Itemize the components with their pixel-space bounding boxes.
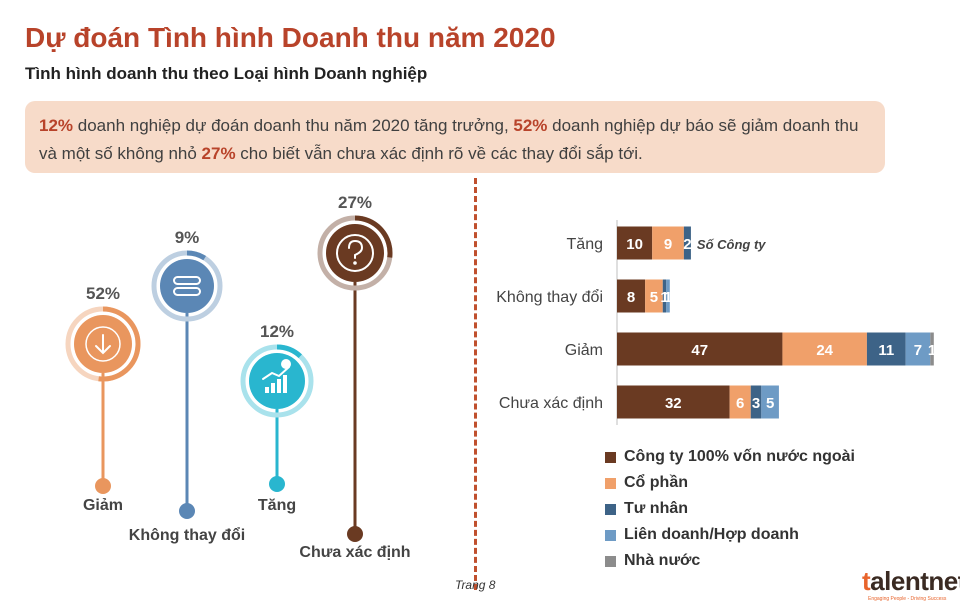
- bar-segment: [645, 279, 663, 313]
- bar-value-label: 5: [650, 289, 658, 306]
- pin-arc-9: [186, 250, 207, 261]
- bar-value-label: 1: [660, 289, 668, 306]
- bar-value-label: 10: [626, 236, 643, 253]
- bar-value-label: 2: [683, 236, 691, 253]
- legend-swatch: [605, 503, 616, 515]
- pin-category-label: Giảm: [83, 497, 123, 514]
- legend-swatch: [605, 451, 616, 463]
- pin-head: [326, 224, 384, 282]
- pin-category-label: Chưa xác định: [299, 544, 410, 561]
- legend-label: Tư nhân: [624, 500, 689, 517]
- summary-text-3: cho biết vẫn chưa xác định rõ về các tha…: [235, 144, 643, 163]
- category-label: Tăng: [567, 236, 603, 253]
- legend-item: Tư nhân: [605, 496, 855, 522]
- bar-segment: [662, 279, 667, 313]
- page-title: Dự đoán Tình hình Doanh thu năm 2020: [25, 22, 556, 53]
- pin-percent-label: 12%: [260, 322, 294, 341]
- summary-text-2: doanh nghiệp dự báo sẽ giảm doanh thu và…: [39, 116, 859, 163]
- bar-annotation: Số Công ty: [697, 237, 766, 252]
- bar-segment: [866, 332, 906, 366]
- bar-value-label: 6: [736, 395, 744, 412]
- summary-text-1: doanh nghiệp dự đoán doanh thu năm 2020 …: [73, 116, 514, 135]
- pin-category-label: Tăng: [258, 497, 296, 514]
- pin-0: 52% Giảm: [65, 284, 141, 514]
- bar-segment: [617, 385, 730, 419]
- legend-item: Liên doanh/Hợp doanh: [605, 522, 855, 548]
- pin-dot: [347, 526, 363, 542]
- pin-3: 27% Chưa xác định: [299, 193, 410, 561]
- bar-segment: [782, 332, 867, 366]
- category-label: Không thay đổi: [496, 288, 603, 306]
- legend-swatch: [605, 555, 616, 567]
- legend-label: Cổ phần: [624, 474, 688, 491]
- growth-chart-icon: [262, 359, 291, 393]
- bar-value-label: 1: [664, 289, 672, 306]
- bar-value-label: 24: [816, 342, 833, 359]
- bar-segment: [750, 385, 762, 419]
- pin-arc-52: [98, 306, 141, 382]
- summary-pct-undetermined: 27%: [201, 144, 236, 163]
- bar-segment: [617, 279, 646, 313]
- pin-percent-label: 27%: [338, 193, 372, 212]
- logo-tagline: Engaging People - Driving Success: [868, 596, 947, 602]
- legend-swatch: [605, 529, 616, 541]
- bar-segment: [930, 332, 934, 366]
- summary-box: 12% doanh nghiệp dự đoán doanh thu năm 2…: [25, 101, 885, 173]
- equals-icon: [173, 276, 201, 296]
- bar-segment: [652, 226, 684, 260]
- page-number: Trang 8: [455, 578, 496, 592]
- legend-item: Công ty 100% vốn nước ngoài: [605, 444, 855, 470]
- legend-swatch: [605, 477, 616, 489]
- pin-dot: [179, 503, 195, 519]
- pin-head: [160, 259, 214, 313]
- pin-category-label: Không thay đổi: [129, 526, 245, 544]
- category-label: Giảm: [565, 342, 603, 359]
- question-icon: [336, 234, 374, 272]
- category-label: Chưa xác định: [499, 395, 603, 412]
- bar-segment: [729, 385, 751, 419]
- pin-percent-label: 9%: [175, 228, 200, 247]
- pin-1: 9% Không thay đổi: [129, 228, 245, 544]
- legend-item: Nhà nước: [605, 548, 855, 574]
- arrow-down-icon: [85, 326, 121, 362]
- bar-value-label: 7: [914, 342, 922, 359]
- talentnet-logo: talentnet: [862, 566, 960, 596]
- bar-chart-legend: Công ty 100% vốn nước ngoài Cổ phần Tư nhâ…: [605, 444, 855, 574]
- summary-pct-increase: 12%: [39, 116, 74, 135]
- legend-label: Liên doanh/Hợp doanh: [624, 526, 799, 543]
- bar-value-label: 8: [627, 289, 635, 306]
- bar-value-label: 47: [691, 342, 708, 359]
- legend-label: Nhà nước: [624, 552, 701, 569]
- bar-value-label: 1: [928, 342, 936, 359]
- section-divider: [474, 178, 477, 590]
- bar-segment: [683, 226, 691, 260]
- pin-dot: [269, 476, 285, 492]
- bar-segment: [617, 332, 783, 366]
- summary-pct-decrease: 52%: [513, 116, 548, 135]
- pin-percent-label: 52%: [86, 284, 120, 303]
- bar-segment: [617, 226, 653, 260]
- bar-segment: [905, 332, 931, 366]
- bar-value-label: 32: [665, 395, 682, 412]
- pin-arc-27: [354, 215, 393, 258]
- pin-arc-12: [276, 344, 302, 359]
- pin-dot: [95, 478, 111, 494]
- pin-2: 12% Tăng: [240, 322, 314, 514]
- bar-value-label: 9: [664, 236, 672, 253]
- bar-value-label: 11: [878, 342, 894, 359]
- legend-item: Cổ phần: [605, 470, 855, 496]
- bar-value-label: 3: [752, 395, 760, 412]
- bar-value-label: 5: [766, 395, 774, 412]
- page-subtitle: Tình hình doanh thu theo Loại hình Doanh…: [25, 64, 428, 83]
- legend-label: Công ty 100% vốn nước ngoài: [624, 448, 855, 465]
- bar-segment: [761, 385, 779, 419]
- bar-segment: [666, 279, 670, 313]
